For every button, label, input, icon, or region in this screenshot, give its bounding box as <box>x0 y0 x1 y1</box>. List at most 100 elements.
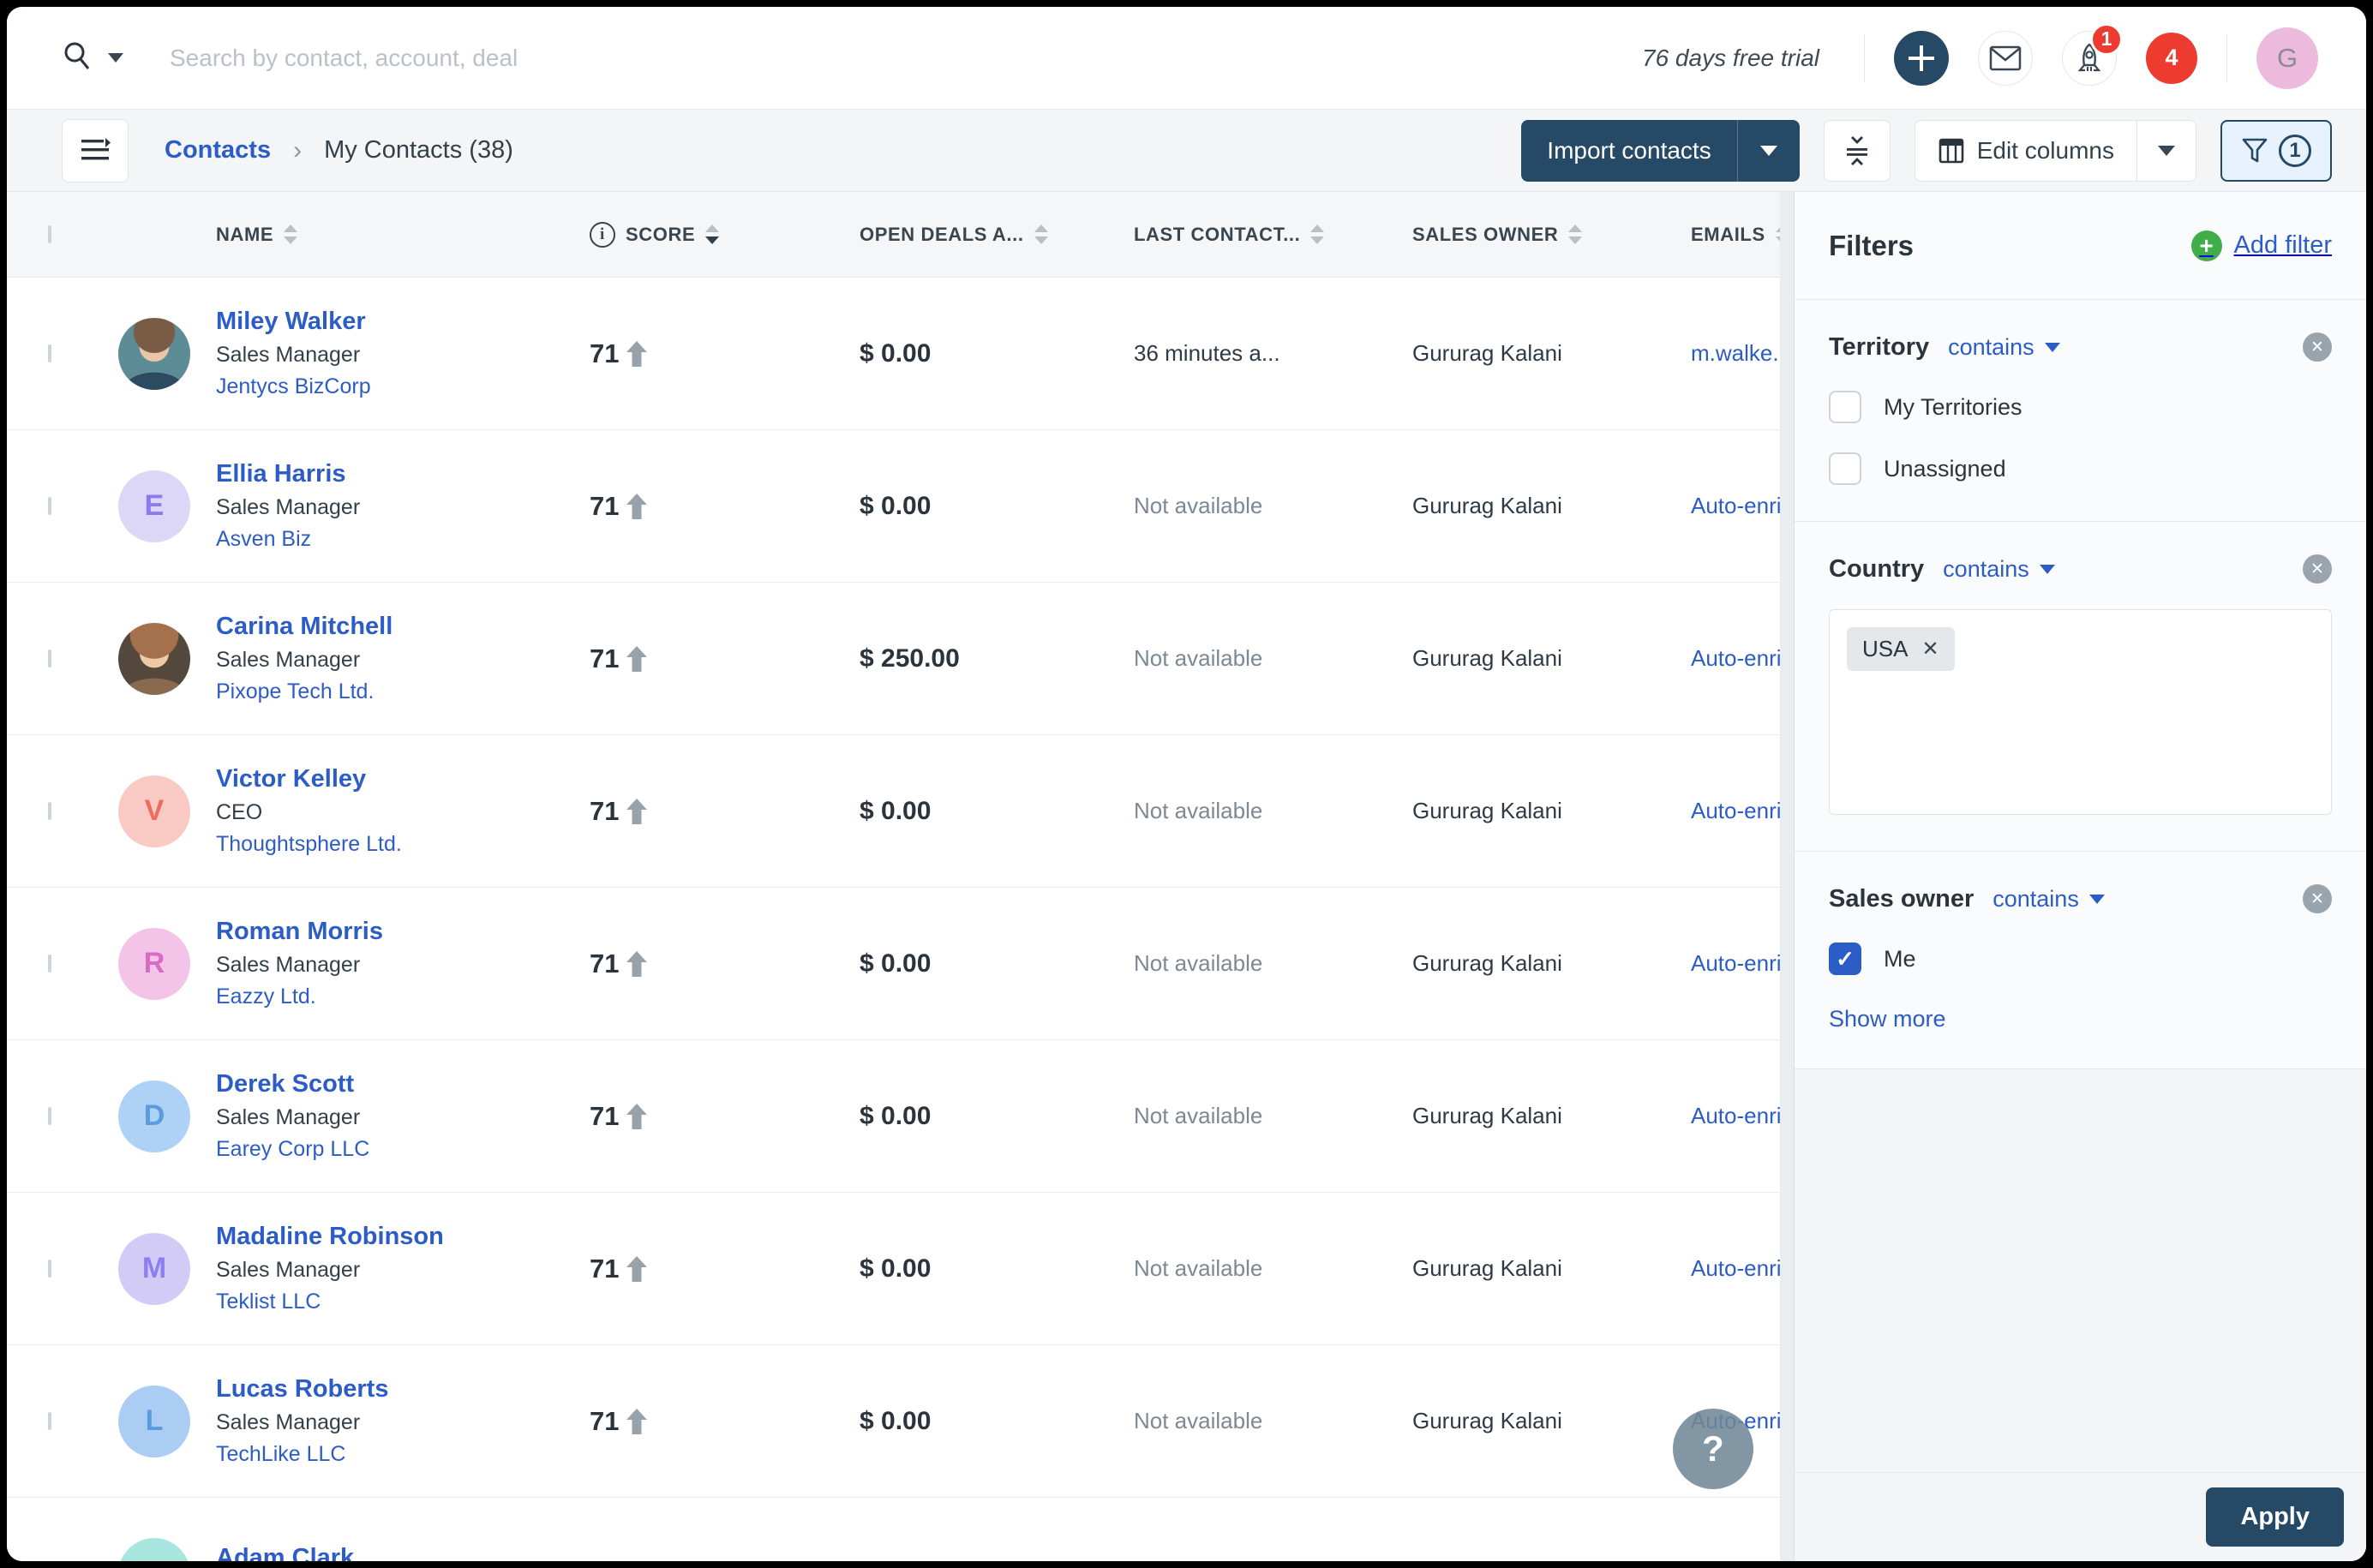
contact-company-link[interactable]: Eazzy Ltd. <box>216 984 316 1008</box>
remove-tag-icon[interactable]: ✕ <box>1921 637 1939 661</box>
remove-filter-icon[interactable]: ✕ <box>2303 884 2332 913</box>
search-icon[interactable] <box>62 40 93 75</box>
contact-job-title: Sales Manager <box>216 1105 361 1129</box>
column-header-sales-owner[interactable]: SALES OWNER <box>1412 224 1691 246</box>
notifications-button[interactable]: 4 <box>2146 32 2197 84</box>
email-link[interactable]: Auto-enri... <box>1691 950 1780 976</box>
email-link[interactable]: Auto-enri... <box>1691 798 1780 823</box>
filter-operator-dropdown[interactable]: contains <box>1943 556 2055 583</box>
column-header-score[interactable]: i SCORE <box>590 221 860 248</box>
breadcrumb-current-view[interactable]: My Contacts (38) <box>324 136 513 164</box>
search-input[interactable]: Search by contact, account, deal <box>170 44 518 71</box>
table-row[interactable]: L Lucas Roberts Sales Manager TechLike L… <box>7 1345 1780 1498</box>
row-checkbox[interactable] <box>48 801 51 820</box>
filter-operator-dropdown[interactable]: contains <box>1992 886 2105 913</box>
edit-columns-button[interactable]: Edit columns <box>1915 121 2136 181</box>
row-checkbox[interactable] <box>48 649 51 667</box>
column-header-last-contacted[interactable]: LAST CONTACT... <box>1134 224 1412 246</box>
contact-company-link[interactable]: TechLike LLC <box>216 1442 346 1466</box>
row-checkbox[interactable] <box>48 954 51 973</box>
filter-option[interactable]: Unassigned <box>1829 452 2332 485</box>
unassigned-checkbox[interactable] <box>1829 452 1861 485</box>
score-up-arrow-icon <box>626 1103 648 1129</box>
edit-columns-caret[interactable] <box>2136 120 2196 181</box>
contact-company-link[interactable]: Thoughtsphere Ltd. <box>216 832 402 856</box>
global-search[interactable]: Search by contact, account, deal <box>62 40 518 75</box>
table-row[interactable]: D Derek Scott Sales Manager Earey Corp L… <box>7 1040 1780 1193</box>
filter-option[interactable]: ✓ Me <box>1829 943 2332 975</box>
sort-icon[interactable] <box>1568 224 1583 244</box>
select-all-checkbox[interactable] <box>48 224 51 243</box>
show-more-link[interactable]: Show more <box>1829 1006 1946 1032</box>
compose-email-button[interactable] <box>1978 30 2033 86</box>
table-row[interactable]: R Roman Morris Sales Manager Eazzy Ltd. … <box>7 888 1780 1040</box>
sort-icon[interactable] <box>284 224 298 244</box>
apply-filters-button[interactable]: Apply <box>2206 1487 2344 1547</box>
contact-company-link[interactable]: Jentycs BizCorp <box>216 374 371 398</box>
table-row[interactable]: E Ellia Harris Sales Manager Asven Biz 7… <box>7 430 1780 583</box>
row-checkbox[interactable] <box>48 496 51 515</box>
email-link[interactable]: Auto-enri... <box>1691 645 1780 671</box>
contact-name-link[interactable]: Adam Clark <box>216 1543 355 1562</box>
contact-name-link[interactable]: Carina Mitchell <box>216 613 393 640</box>
filter-operator-dropdown[interactable]: contains <box>1948 334 2060 361</box>
info-icon[interactable]: i <box>590 221 615 248</box>
table-row[interactable]: Carina Mitchell Sales Manager Pixope Tec… <box>7 583 1780 735</box>
table-row[interactable]: V Victor Kelley CEO Thoughtsphere Ltd. 7… <box>7 735 1780 888</box>
contact-company-link[interactable]: Teklist LLC <box>216 1290 321 1314</box>
email-link[interactable]: Auto-enri... <box>1691 1255 1780 1281</box>
score-up-arrow-icon <box>626 493 648 519</box>
contact-company-link[interactable]: Asven Biz <box>216 527 312 551</box>
email-link[interactable]: Auto-enri... <box>1691 1103 1780 1128</box>
table-row[interactable]: M Madaline Robinson Sales Manager Teklis… <box>7 1193 1780 1345</box>
import-contacts-button[interactable]: Import contacts <box>1521 119 1800 182</box>
contact-company-link[interactable]: Pixope Tech Ltd. <box>216 679 375 703</box>
add-filter-button[interactable]: + Add filter <box>2190 230 2332 261</box>
row-height-button[interactable] <box>1823 119 1891 182</box>
remove-filter-icon[interactable]: ✕ <box>2303 554 2332 584</box>
sort-icon[interactable] <box>1034 224 1048 244</box>
row-checkbox[interactable] <box>48 1411 51 1430</box>
email-link[interactable]: Auto-enri... <box>1691 493 1780 518</box>
help-button[interactable]: ? <box>1673 1409 1753 1489</box>
breadcrumb-contacts-link[interactable]: Contacts <box>165 136 272 164</box>
contact-name-link[interactable]: Lucas Roberts <box>216 1375 389 1403</box>
view-toggle-button[interactable] <box>62 118 129 183</box>
table-scrollbar[interactable] <box>1780 192 1794 1561</box>
search-scope-caret-icon[interactable] <box>108 53 123 63</box>
email-link[interactable]: m.walke.. <box>1691 340 1780 366</box>
quick-add-button[interactable] <box>1894 30 1949 86</box>
row-checkbox[interactable] <box>48 1106 51 1125</box>
contact-name-link[interactable]: Ellia Harris <box>216 460 346 488</box>
column-header-open-deals[interactable]: OPEN DEALS A... <box>860 224 1134 246</box>
import-contacts-caret[interactable] <box>1736 119 1800 182</box>
contact-avatar: D <box>118 1080 190 1152</box>
remove-filter-icon[interactable]: ✕ <box>2303 332 2332 362</box>
my-territories-checkbox[interactable] <box>1829 391 1861 423</box>
sort-icon[interactable] <box>1310 224 1325 244</box>
contact-name-link[interactable]: Derek Scott <box>216 1070 355 1098</box>
sort-icon[interactable] <box>1775 224 1780 244</box>
filter-option[interactable]: My Territories <box>1829 391 2332 423</box>
contact-avatar: M <box>118 1232 190 1305</box>
score-value: 71 <box>590 1559 619 1562</box>
contact-name-link[interactable]: Roman Morris <box>216 918 383 945</box>
table-row[interactable]: A Adam Clark Marketing Operations E... 7… <box>7 1498 1780 1561</box>
user-avatar[interactable]: G <box>2256 27 2318 89</box>
contact-name-link[interactable]: Miley Walker <box>216 308 366 335</box>
column-header-emails[interactable]: EMAILS <box>1691 224 1780 246</box>
contact-name-link[interactable]: Madaline Robinson <box>216 1223 444 1250</box>
row-checkbox[interactable] <box>48 344 51 362</box>
sort-icon[interactable] <box>705 224 720 244</box>
email-link[interactable]: Auto-... <box>1691 1560 1763 1561</box>
column-header-name[interactable]: NAME <box>93 224 590 246</box>
contact-name-link[interactable]: Victor Kelley <box>216 765 367 793</box>
whats-new-button[interactable]: 1 <box>2062 22 2123 86</box>
row-checkbox[interactable] <box>48 1259 51 1278</box>
filters-toggle-button[interactable]: 1 <box>2220 119 2332 182</box>
me-checkbox[interactable]: ✓ <box>1829 943 1861 975</box>
table-row[interactable]: Miley Walker Sales Manager Jentycs BizCo… <box>7 278 1780 430</box>
contact-company-link[interactable]: Earey Corp LLC <box>216 1137 370 1161</box>
country-tag-input[interactable]: USA ✕ <box>1829 609 2332 815</box>
sales-owner-value: Gururag Kalani <box>1412 1408 1562 1433</box>
